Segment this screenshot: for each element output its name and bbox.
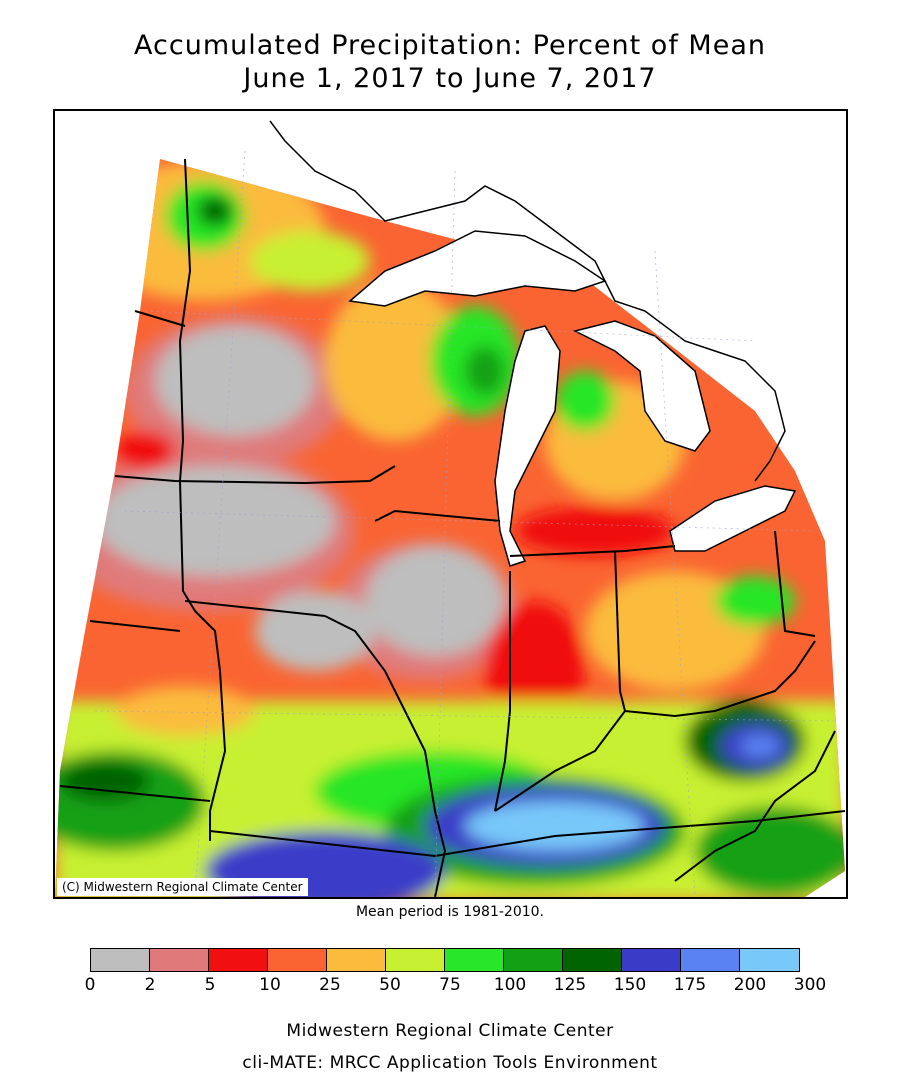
copyright-credit: (C) Midwestern Regional Climate Center [57,878,308,896]
legend-tick-label: 5 [204,975,216,995]
legend-swatch [622,949,681,971]
legend-tick-labels: 0 2 5 10 25 50 75 100 125 150 175 200 300 [0,975,900,997]
legend-swatch [563,949,622,971]
legend-tick-label: 25 [319,975,341,995]
map-title: Accumulated Precipitation: Percent of Me… [134,30,766,61]
legend-tick-label: 125 [553,975,587,995]
legend-tick-label: 2 [144,975,156,995]
legend-swatch [268,949,327,971]
footer-organization: Midwestern Regional Climate Center [286,1021,614,1041]
legend-swatch [504,949,563,971]
ontario-outline [269,120,786,482]
legend-swatch [681,949,740,971]
state-borders [59,158,846,897]
legend-swatch [445,949,504,971]
legend-swatch [740,949,799,971]
precipitation-map [53,109,848,899]
map-date-range: June 1, 2017 to June 7, 2017 [243,63,657,94]
legend-swatch [327,949,386,971]
mean-period-note: Mean period is 1981-2010. [355,904,545,920]
legend-tick-label: 10 [259,975,281,995]
legend-tick-label: 300 [793,975,827,995]
legend-tick-label: 75 [439,975,461,995]
legend-tick-label: 200 [733,975,767,995]
legend-tick-label: 175 [673,975,707,995]
legend-tick-label: 150 [613,975,647,995]
legend-swatch [150,949,209,971]
color-legend [90,948,800,972]
legend-tick-label: 0 [84,975,96,995]
legend-tick-label: 100 [493,975,527,995]
legend-swatch [209,949,268,971]
graticule [94,150,836,897]
legend-swatch [386,949,445,971]
legend-tick-label: 50 [379,975,401,995]
legend-swatch [91,949,150,971]
footer-tool-name: cli-MATE: MRCC Application Tools Environ… [242,1053,658,1073]
great-lakes [348,230,797,567]
